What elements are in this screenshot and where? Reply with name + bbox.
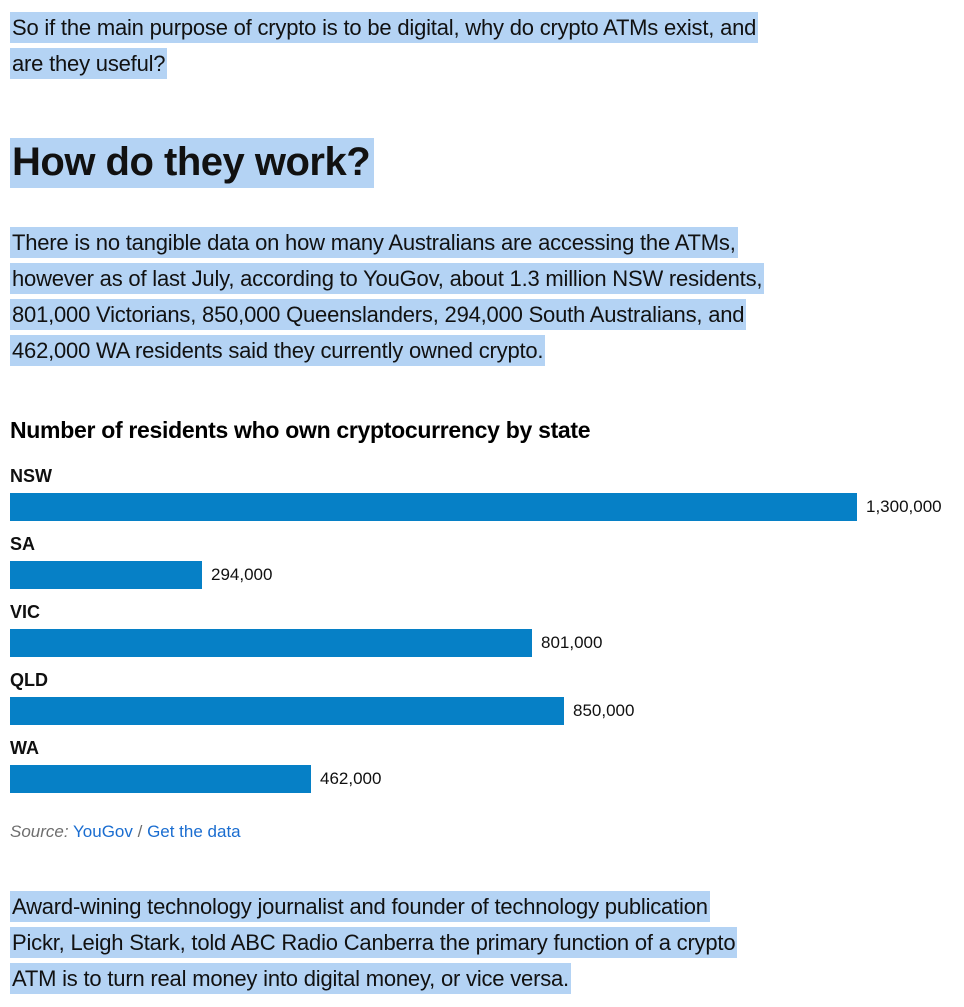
bar [10,697,564,725]
chart-row: SA 294,000 [10,531,958,589]
bar-value-label: 294,000 [211,565,273,584]
section-heading: How do they work? [10,138,958,188]
source-separator: / [132,822,148,841]
selected-heading-text: How do they work? [10,138,375,188]
chart-source-line: Source: YouGov / Get the data [10,821,958,843]
bar-category-label: NSW [10,466,52,486]
selected-text: There is no tangible data on how many Au… [10,227,765,366]
bar [10,561,202,589]
chart-row: NSW 1,300,000 [10,463,958,521]
bar-category-label: VIC [10,602,41,622]
bar [10,765,311,793]
chart-row: VIC 801,000 [10,599,958,657]
get-the-data-link[interactable]: Get the data [147,822,241,841]
bar-category-label: QLD [10,670,48,690]
chart-row: WA 462,000 [10,735,958,793]
source-label: Source: [10,822,69,841]
selected-text: So if the main purpose of crypto is to b… [10,12,759,79]
bar-category-label: SA [10,534,36,554]
bar-value-label: 1,300,000 [866,497,942,516]
bar-value-label: 850,000 [573,701,635,720]
bar [10,629,532,657]
paragraph-quote: Award-wining technology journalist and f… [10,889,958,997]
source-link-yougov[interactable]: YouGov [73,822,133,841]
bar-value-label: 462,000 [320,769,382,788]
chart-row: QLD 850,000 [10,667,958,725]
chart-title: Number of residents who own cryptocurren… [10,417,591,443]
selected-text: Award-wining technology journalist and f… [10,891,738,994]
bar-value-label: 801,000 [541,633,603,652]
bar-chart: Number of residents who own cryptocurren… [10,416,958,843]
paragraph-stats: There is no tangible data on how many Au… [10,225,958,369]
bar [10,493,857,521]
bar-category-label: WA [10,738,39,758]
paragraph-intro: So if the main purpose of crypto is to b… [10,10,958,82]
chart-rows: NSW 1,300,000 SA 294,000 VIC 801,000 QLD… [10,463,958,793]
